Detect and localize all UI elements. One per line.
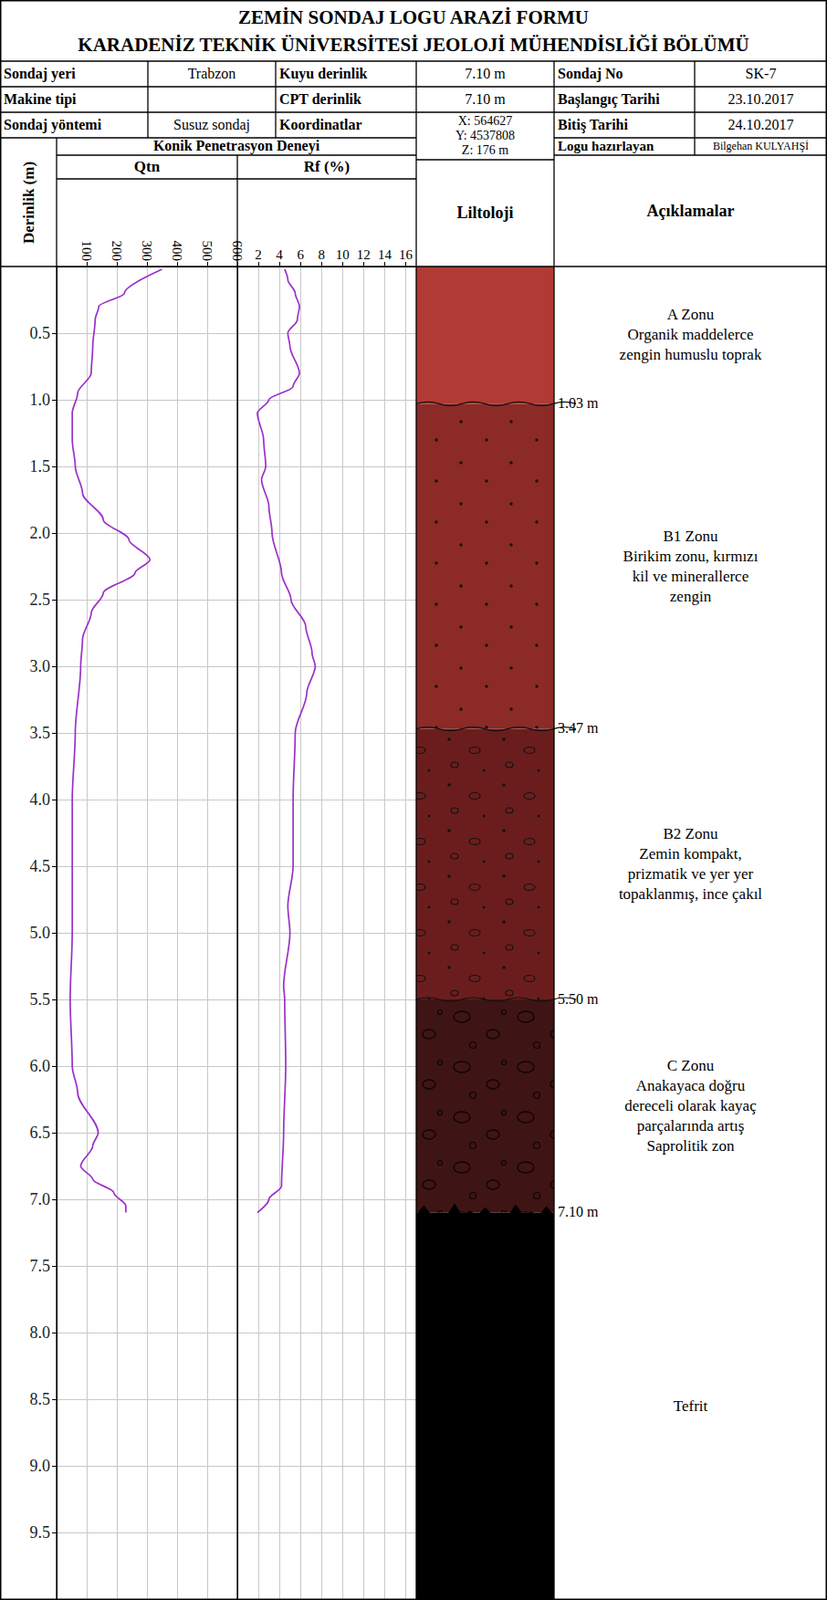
svg-text:7.0: 7.0 xyxy=(30,1190,52,1209)
html-text:dereceli olarak kayaç: dereceli olarak kayaç xyxy=(624,1097,757,1115)
svg-text:400: 400 xyxy=(169,240,185,262)
html-text:parçalarında artış: parçalarında artış xyxy=(636,1117,745,1135)
html-text:Logu hazırlayan: Logu hazırlayan xyxy=(557,138,654,153)
html-text:Qtn: Qtn xyxy=(133,158,160,176)
html-text:Sondaj No: Sondaj No xyxy=(557,65,624,81)
html-text:Zemin kompakt,: Zemin kompakt, xyxy=(639,845,742,863)
svg-text:1.5: 1.5 xyxy=(30,457,52,476)
html-text:Organik maddelerce: Organik maddelerce xyxy=(627,326,754,344)
html-text:Z: 176 m: Z: 176 m xyxy=(461,143,509,158)
svg-text:600: 600 xyxy=(230,240,245,262)
html-text:3.47 m: 3.47 m xyxy=(557,720,599,736)
html-text:7.10 m: 7.10 m xyxy=(464,90,506,107)
svg-text:12: 12 xyxy=(356,247,371,262)
html-text:24.10.2017: 24.10.2017 xyxy=(727,116,794,132)
html-text:Sondaj yeri: Sondaj yeri xyxy=(3,65,76,81)
html-text:Sondaj yöntemi: Sondaj yöntemi xyxy=(3,116,102,132)
svg-text:14: 14 xyxy=(377,247,393,262)
html-text:Birikim zonu, kırmızı: Birikim zonu, kırmızı xyxy=(623,547,758,565)
svg-text:5.0: 5.0 xyxy=(30,923,52,943)
html-text:1.03 m: 1.03 m xyxy=(557,395,599,411)
html-text:23.10.2017: 23.10.2017 xyxy=(727,90,794,107)
svg-text:3.0: 3.0 xyxy=(30,657,52,676)
html-text:A Zonu: A Zonu xyxy=(667,305,714,324)
html-text:zengin humuslu toprak: zengin humuslu toprak xyxy=(619,346,762,364)
svg-text:9.0: 9.0 xyxy=(30,1456,52,1476)
html-text:Tefrit: Tefrit xyxy=(673,1397,708,1415)
html-text:Liltoloji: Liltoloji xyxy=(456,203,514,222)
svg-text:7.5: 7.5 xyxy=(30,1256,52,1276)
html-text:Trabzon: Trabzon xyxy=(187,65,236,81)
svg-text:2: 2 xyxy=(254,247,262,262)
html-text:Başlangıç Tarihi: Başlangıç Tarihi xyxy=(557,90,660,107)
html-text:Konik Penetrasyon Deneyi: Konik Penetrasyon Deneyi xyxy=(153,137,320,154)
svg-text:2.0: 2.0 xyxy=(30,523,52,543)
svg-text:3.5: 3.5 xyxy=(30,723,52,743)
svg-text:2.5: 2.5 xyxy=(30,590,52,609)
svg-text:6.0: 6.0 xyxy=(30,1057,52,1076)
html-text:SK-7: SK-7 xyxy=(745,65,777,81)
html-text:7.10 m: 7.10 m xyxy=(557,1204,599,1220)
html-text:5.50 m: 5.50 m xyxy=(557,990,599,1007)
svg-text:9.5: 9.5 xyxy=(30,1523,52,1542)
html-text:B2 Zonu: B2 Zonu xyxy=(663,824,718,843)
html-text:ZEMİN SONDAJ LOGU ARAZİ FORMU: ZEMİN SONDAJ LOGU ARAZİ FORMU xyxy=(238,6,589,29)
html-text:Saprolitik zon: Saprolitik zon xyxy=(646,1137,735,1155)
html-text:Bilgehan KULYAHŞİ: Bilgehan KULYAHŞİ xyxy=(712,139,809,153)
html-text:Kuyu derinlik: Kuyu derinlik xyxy=(279,65,368,81)
html-text:X: 564627: X: 564627 xyxy=(458,114,513,128)
svg-text:8.5: 8.5 xyxy=(30,1390,52,1409)
html-text:KARADENİZ TEKNİK ÜNİVERSİTESİ: KARADENİZ TEKNİK ÜNİVERSİTESİ JEOLOJİ MÜ… xyxy=(77,34,750,57)
html-text:C Zonu: C Zonu xyxy=(667,1056,714,1075)
svg-text:0.5: 0.5 xyxy=(30,324,52,343)
svg-text:6: 6 xyxy=(296,247,304,262)
svg-text:200: 200 xyxy=(109,240,125,262)
html-text:7.10 m: 7.10 m xyxy=(464,65,506,81)
svg-text:8: 8 xyxy=(317,247,325,262)
svg-text:16: 16 xyxy=(398,247,414,262)
html-text:Susuz sondaj: Susuz sondaj xyxy=(173,116,251,132)
html-text:Y: 4537808: Y: 4537808 xyxy=(455,128,515,143)
svg-text:5.5: 5.5 xyxy=(30,990,52,1009)
html-text:topaklanmış, ince çakıl: topaklanmış, ince çakıl xyxy=(618,885,763,903)
html-text:Makine tipi: Makine tipi xyxy=(3,90,77,107)
html-text:kil ve minerallerce: kil ve minerallerce xyxy=(632,567,749,585)
html-text:Koordinatlar: Koordinatlar xyxy=(279,116,363,132)
html-text:B1 Zonu: B1 Zonu xyxy=(663,527,718,545)
svg-text:4.5: 4.5 xyxy=(30,857,52,876)
html-text:Rf (%): Rf (%) xyxy=(303,158,350,176)
svg-text:10: 10 xyxy=(335,247,350,262)
svg-text:4.0: 4.0 xyxy=(30,790,52,809)
svg-text:8.0: 8.0 xyxy=(30,1323,52,1342)
svg-text:100: 100 xyxy=(79,240,95,262)
svg-text:6.5: 6.5 xyxy=(30,1123,52,1142)
svg-text:1.0: 1.0 xyxy=(30,390,52,409)
html-text:Açıklamalar: Açıklamalar xyxy=(646,201,735,220)
html-text:Bitiş Tarihi: Bitiş Tarihi xyxy=(557,116,628,132)
html-text:zengin: zengin xyxy=(669,587,712,605)
html-text:CPT derinlik: CPT derinlik xyxy=(279,90,362,107)
svg-text:4: 4 xyxy=(275,247,283,262)
svg-text:500: 500 xyxy=(199,240,215,262)
svg-text:300: 300 xyxy=(139,240,155,262)
html-text:prizmatik ve yer yer: prizmatik ve yer yer xyxy=(627,865,754,883)
html-text:Anakayaca doğru: Anakayaca doğru xyxy=(636,1076,746,1095)
html-text:Derinlik (m): Derinlik (m) xyxy=(19,161,37,244)
